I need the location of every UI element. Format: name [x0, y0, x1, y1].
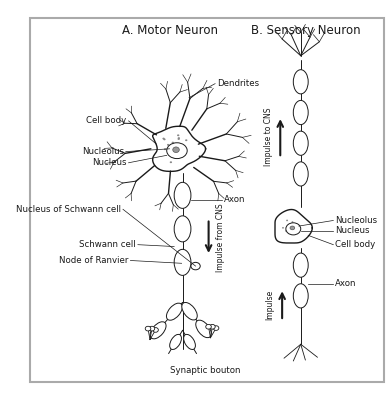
- Ellipse shape: [191, 262, 200, 270]
- Ellipse shape: [170, 334, 182, 350]
- Ellipse shape: [174, 249, 191, 275]
- Ellipse shape: [293, 100, 308, 125]
- Ellipse shape: [293, 70, 308, 94]
- Text: Nucleolus: Nucleolus: [82, 147, 124, 156]
- Ellipse shape: [293, 253, 308, 277]
- Polygon shape: [152, 126, 206, 171]
- Text: Dendrites: Dendrites: [217, 79, 259, 88]
- Polygon shape: [275, 210, 312, 243]
- Ellipse shape: [164, 148, 166, 150]
- Ellipse shape: [163, 138, 166, 140]
- Text: Impulse from CNS: Impulse from CNS: [216, 203, 225, 272]
- Text: Cell body: Cell body: [87, 116, 127, 125]
- Ellipse shape: [286, 228, 288, 229]
- Text: Axon: Axon: [335, 279, 357, 288]
- Ellipse shape: [174, 216, 191, 242]
- Ellipse shape: [291, 221, 293, 223]
- Ellipse shape: [293, 284, 308, 308]
- Ellipse shape: [184, 334, 196, 350]
- Text: Impulse to CNS: Impulse to CNS: [264, 108, 273, 166]
- Ellipse shape: [285, 230, 287, 232]
- Ellipse shape: [174, 182, 191, 208]
- Text: Impulse: Impulse: [266, 290, 275, 320]
- Text: A. Motor Neuron: A. Motor Neuron: [123, 24, 218, 37]
- Ellipse shape: [163, 138, 165, 140]
- Ellipse shape: [145, 326, 151, 331]
- Ellipse shape: [178, 138, 180, 140]
- Ellipse shape: [182, 302, 197, 320]
- Ellipse shape: [173, 147, 179, 152]
- Text: Axon: Axon: [223, 196, 245, 204]
- Ellipse shape: [196, 320, 211, 338]
- Ellipse shape: [178, 137, 180, 139]
- Text: Schwann cell: Schwann cell: [80, 240, 136, 249]
- Text: Nucleus of Schwann cell: Nucleus of Schwann cell: [16, 205, 121, 214]
- Text: Nucleus: Nucleus: [92, 158, 127, 167]
- Ellipse shape: [182, 151, 184, 153]
- Ellipse shape: [167, 149, 170, 150]
- Ellipse shape: [170, 161, 172, 163]
- Ellipse shape: [150, 322, 166, 339]
- Ellipse shape: [171, 142, 174, 144]
- Ellipse shape: [290, 226, 295, 230]
- Ellipse shape: [185, 139, 187, 141]
- Ellipse shape: [177, 154, 180, 156]
- Ellipse shape: [213, 326, 219, 330]
- Ellipse shape: [167, 143, 187, 158]
- Ellipse shape: [167, 144, 169, 146]
- Ellipse shape: [206, 324, 211, 329]
- Ellipse shape: [294, 226, 296, 228]
- Ellipse shape: [177, 134, 179, 136]
- Ellipse shape: [153, 328, 158, 332]
- Ellipse shape: [210, 324, 215, 329]
- Ellipse shape: [172, 156, 175, 158]
- Text: B. Sensory Neuron: B. Sensory Neuron: [251, 24, 360, 37]
- Text: Nucleolus: Nucleolus: [335, 216, 377, 225]
- Ellipse shape: [166, 303, 182, 320]
- Ellipse shape: [293, 162, 308, 186]
- Text: Node of Ranvier: Node of Ranvier: [59, 256, 128, 265]
- Ellipse shape: [282, 227, 284, 229]
- Text: Synaptic bouton: Synaptic bouton: [170, 366, 240, 375]
- Ellipse shape: [149, 326, 155, 331]
- Text: Cell body: Cell body: [335, 240, 376, 249]
- Ellipse shape: [286, 220, 288, 221]
- Ellipse shape: [286, 223, 301, 235]
- Ellipse shape: [293, 131, 308, 155]
- Text: Nucleus: Nucleus: [335, 226, 370, 235]
